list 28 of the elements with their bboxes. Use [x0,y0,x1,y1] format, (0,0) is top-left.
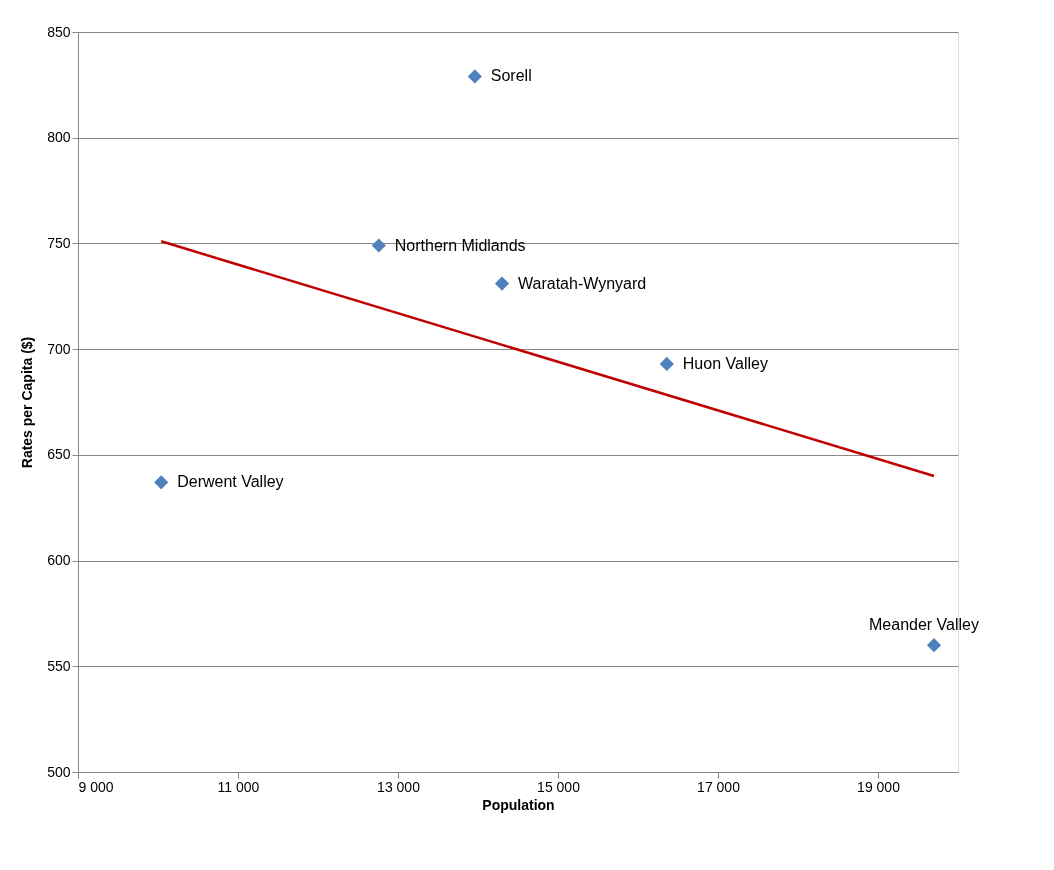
point [467,69,482,84]
x-tick-label: 15 000 [537,778,581,795]
point [371,238,386,253]
annotation: Sorell [490,67,532,85]
point [494,276,510,291]
y-tick-label: 800 [47,129,71,146]
annotation: Huon Valley [682,354,768,372]
y-tick-label: 650 [47,446,71,463]
y-tick-label: 750 [47,234,71,251]
annotation: Meander Valley [869,616,979,634]
annotation: Northern Midlands [394,236,526,254]
annotation: Waratah-Wynyard [518,274,647,292]
x-tick-label: 11 000 [217,778,260,795]
y-tick-label: 700 [47,340,71,357]
y-tick-label: 550 [47,657,71,674]
y-axis-title: Rates per Capita ($) [19,336,36,469]
x-tick-label: 13 000 [377,778,421,795]
y-tick-label: 850 [47,23,71,40]
x-tick-label: 19 000 [857,778,901,795]
x-axis-title: Population [482,796,555,813]
point [659,356,674,372]
y-tick-label: 600 [47,552,71,569]
point [926,638,942,653]
point [154,475,169,490]
annotation: Derwent Valley [177,473,284,491]
y-tick-label: 500 [47,763,71,780]
x-tick-label: 17 000 [697,778,741,795]
x-tick-label: 9 000 [78,778,114,795]
